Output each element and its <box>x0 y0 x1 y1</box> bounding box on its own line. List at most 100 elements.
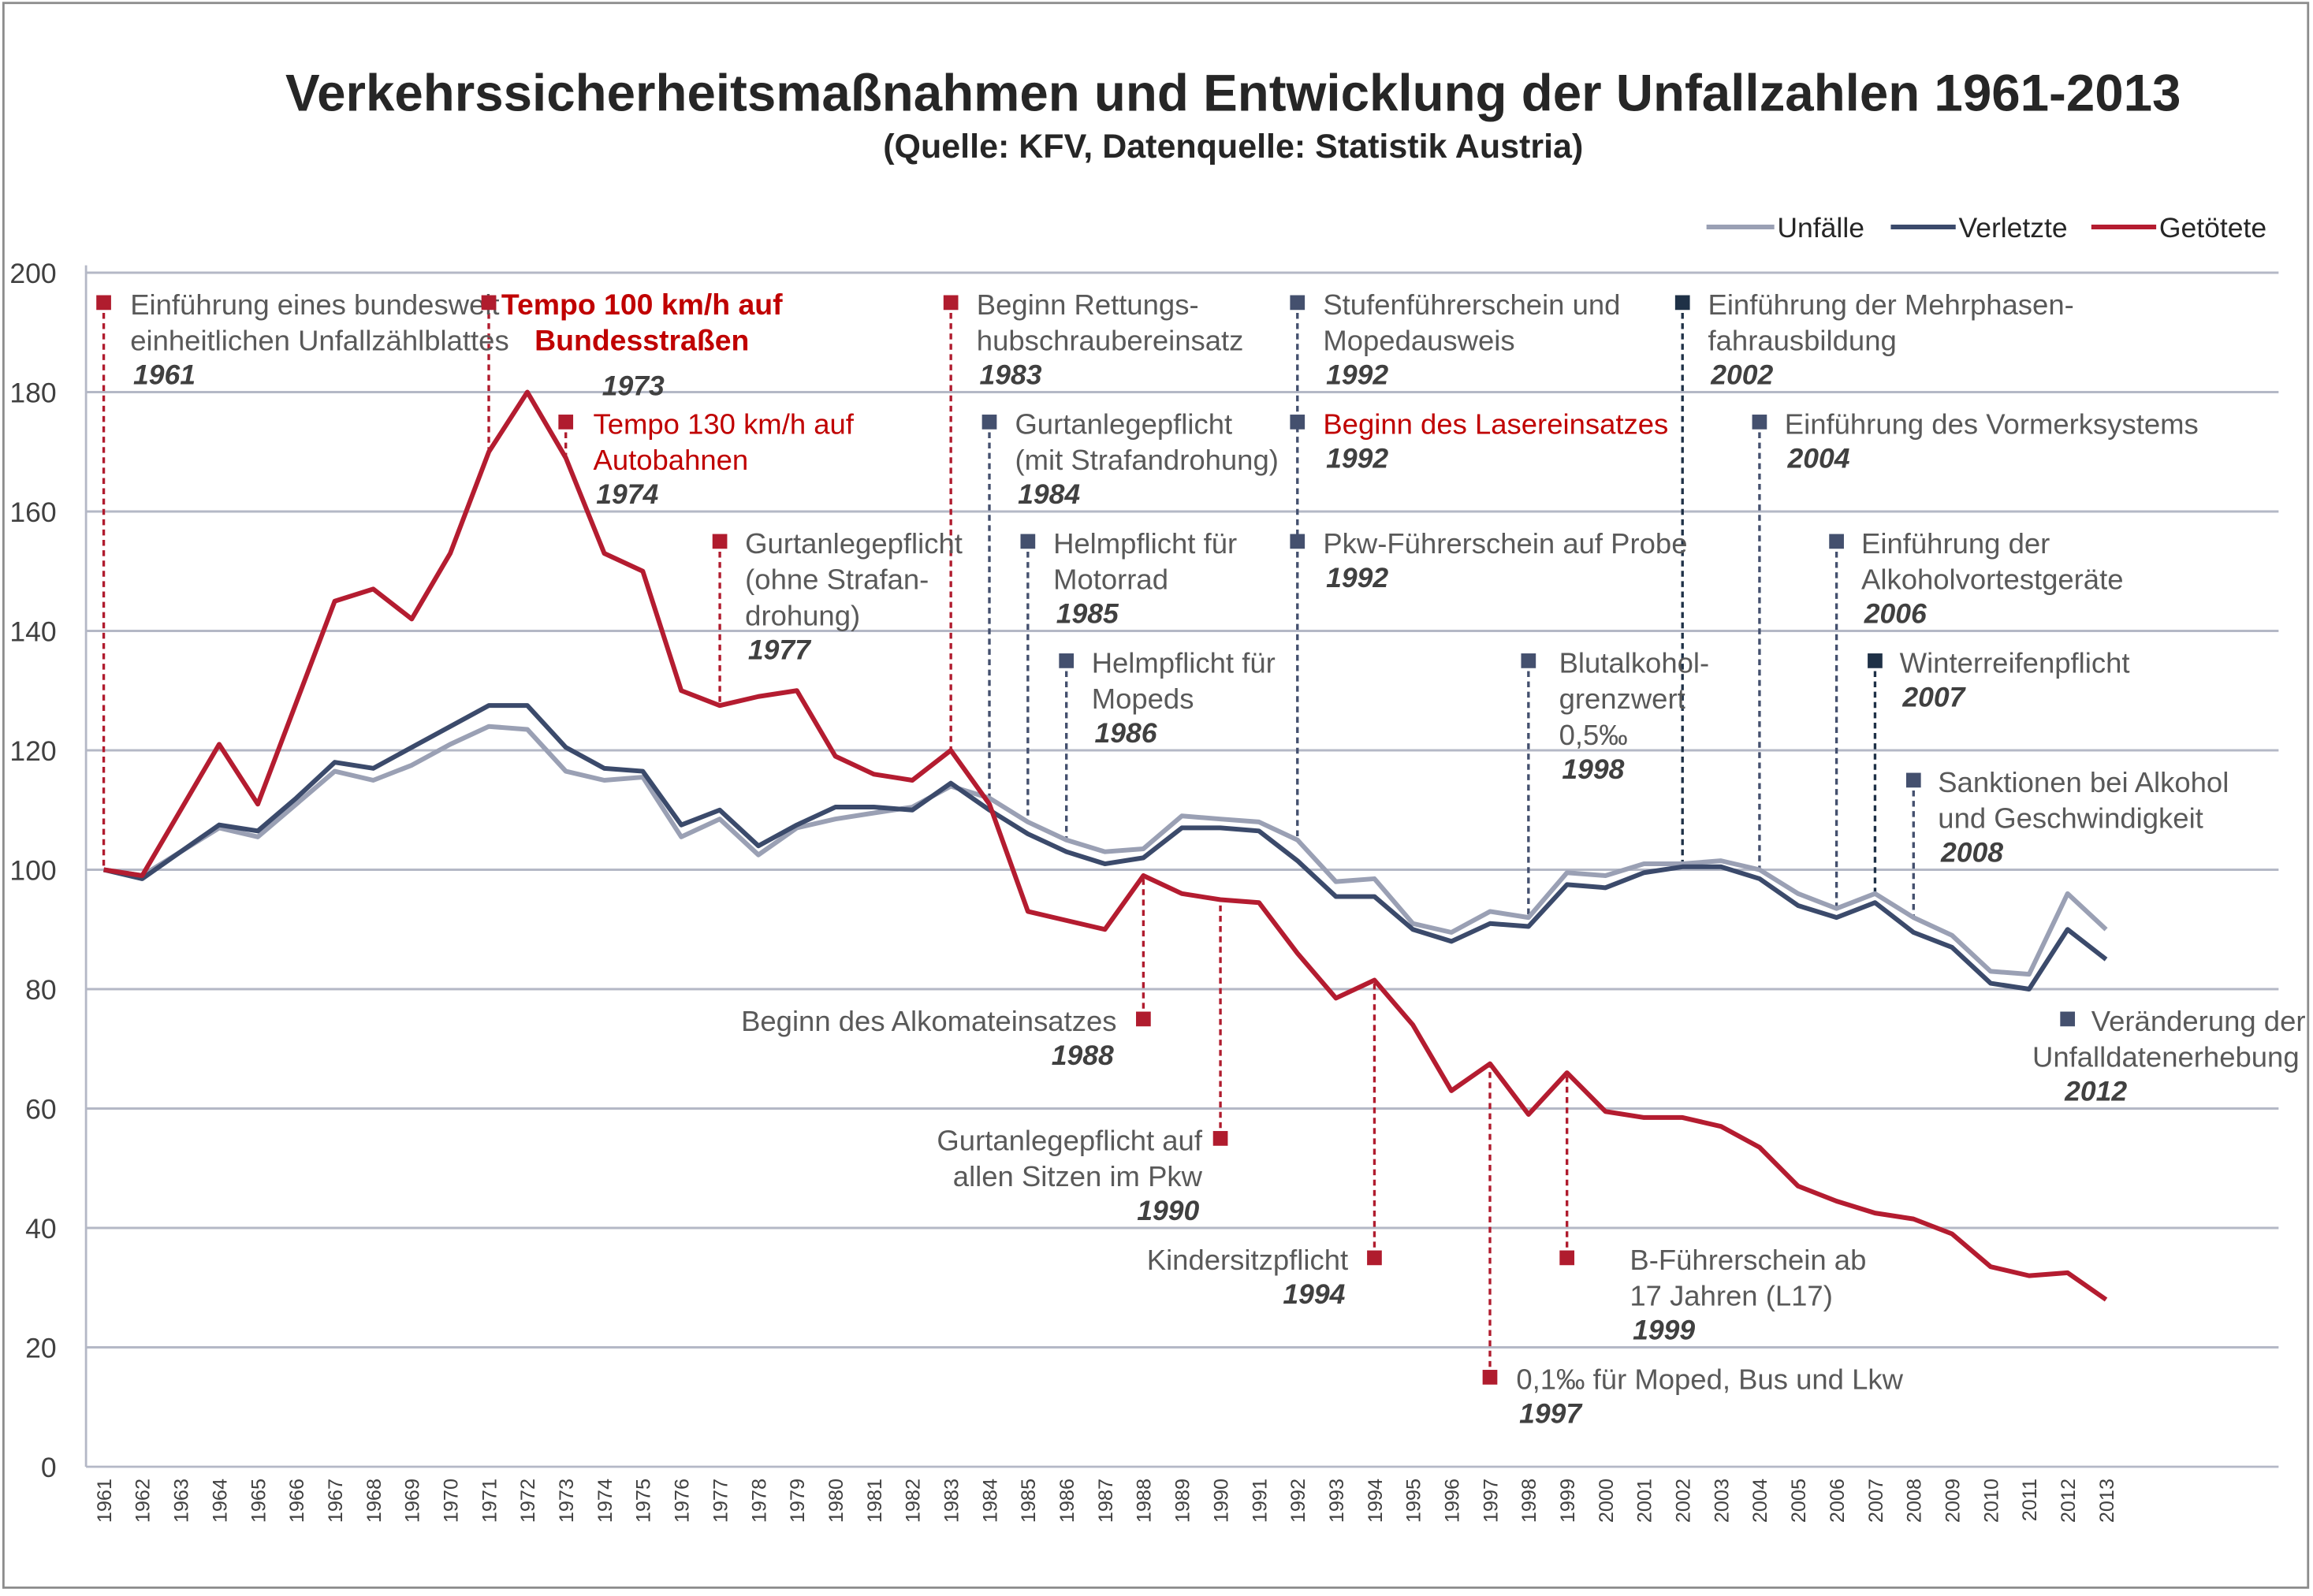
annotation-marker <box>1290 415 1305 430</box>
annotation-text: Pkw-Führerschein auf Probe <box>1323 527 1687 560</box>
annotation-year: 2007 <box>1901 681 1966 712</box>
annotation-year: 2008 <box>1940 837 2003 869</box>
annotation-text: Helmpflicht für <box>1092 646 1276 679</box>
x-tick-label: 1961 <box>94 1479 116 1523</box>
annotation-year: 1974 <box>596 478 658 510</box>
annotation-year: 2006 <box>1864 598 1927 630</box>
annotation-marker <box>1020 534 1035 549</box>
x-tick-label: 1962 <box>132 1479 155 1523</box>
legend-label: Unfälle <box>1777 212 1864 244</box>
annotation-text: Winterreifenpflicht <box>1900 646 2130 679</box>
annotation-marker <box>1136 1012 1151 1027</box>
y-tick-label: 160 <box>9 497 56 528</box>
x-tick-label: 1979 <box>787 1479 809 1523</box>
annotation-marker <box>1213 1131 1228 1146</box>
legend-label: Getötete <box>2159 212 2266 244</box>
x-tick-label: 1975 <box>633 1479 655 1523</box>
x-tick-label: 1966 <box>286 1479 308 1523</box>
annotation-text: Tempo 130 km/h auf <box>594 407 855 440</box>
x-tick-label: 1978 <box>748 1479 770 1523</box>
x-tick-label: 2004 <box>1749 1479 1771 1523</box>
annotation-text: Gurtanlegepflicht <box>745 527 963 560</box>
x-tick-label: 1985 <box>1018 1479 1040 1523</box>
annotation-year: 1994 <box>1283 1278 1345 1310</box>
annotation-marker <box>1868 653 1883 668</box>
x-tick-label: 1972 <box>517 1479 539 1523</box>
legend: Unfälle Verletzte Getötete <box>1707 212 2266 244</box>
annotation-marker <box>1675 296 1690 311</box>
annotation-year: 2002 <box>1710 359 1773 391</box>
annotation-text: Kindersitzpflicht <box>1147 1244 1348 1276</box>
x-tick-label: 1984 <box>979 1479 1001 1523</box>
y-tick-label: 60 <box>25 1094 57 1125</box>
annotation-text: Autobahnen <box>594 444 749 476</box>
x-tick-label: 1982 <box>903 1479 925 1523</box>
annotation-text: Mopeds <box>1092 683 1194 715</box>
x-tick-label: 1995 <box>1403 1479 1425 1523</box>
annotation-year: 1977 <box>748 634 812 666</box>
x-tick-label: 1969 <box>402 1479 424 1523</box>
annotation-text: Einführung der Mehrphasen- <box>1708 288 2074 321</box>
annotation-year: 2012 <box>2064 1076 2127 1107</box>
annotation-marker <box>1290 534 1305 549</box>
annotation-text: Gurtanlegepflicht auf <box>937 1124 1202 1156</box>
x-tick-label: 1990 <box>1210 1479 1232 1523</box>
legend-label: Verletzte <box>1958 212 2067 244</box>
annotation-text: Blutalkohol- <box>1559 646 1710 679</box>
x-tick-label: 2003 <box>1711 1479 1733 1523</box>
x-tick-label: 1967 <box>325 1479 347 1523</box>
annotation-marker <box>1906 773 1921 788</box>
x-tick-label: 2002 <box>1673 1479 1695 1523</box>
annotation-text: drohung) <box>745 600 860 632</box>
annotation-marker <box>1367 1251 1382 1266</box>
x-tick-label: 1999 <box>1557 1479 1579 1523</box>
annotation-text: Motorrad <box>1053 564 1168 596</box>
annotation-marker <box>1521 653 1536 668</box>
annotation-text: und Geschwindigkeit <box>1938 802 2203 835</box>
x-tick-label: 1976 <box>672 1479 694 1523</box>
annotation-marker <box>1483 1370 1498 1385</box>
x-tick-label: 1973 <box>556 1479 578 1523</box>
annotation-text: Einführung der <box>1861 527 2050 560</box>
annotation-year: 1985 <box>1056 598 1119 630</box>
annotation-year: 1998 <box>1562 753 1624 785</box>
x-tick-label: 1983 <box>941 1479 963 1523</box>
annotation-marker <box>713 534 728 549</box>
x-tick-label: 1991 <box>1249 1479 1271 1523</box>
annotation-text: Einführung eines bundesweit <box>130 288 499 321</box>
x-tick-label: 2000 <box>1596 1479 1618 1523</box>
annotation-text: hubschraubereinsatz <box>977 325 1244 357</box>
annotation-text: allen Sitzen im Pkw <box>953 1160 1203 1192</box>
x-tick-label: 1963 <box>171 1479 193 1523</box>
annotation-text: Alkoholvortestgeräte <box>1861 564 2123 596</box>
x-tick-label: 1993 <box>1326 1479 1348 1523</box>
annotation-text: Veränderung der <box>2091 1005 2306 1037</box>
x-tick-label: 1986 <box>1056 1479 1078 1523</box>
annotation-year: 1992 <box>1326 359 1388 391</box>
annotation-text: 0,1‰ für Moped, Bus und Lkw <box>1516 1363 1903 1395</box>
y-tick-label: 0 <box>41 1452 57 1483</box>
x-tick-label: 1992 <box>1287 1479 1309 1523</box>
annotation-marker <box>558 415 573 430</box>
annotation-marker <box>2060 1012 2075 1027</box>
annotation-year: 1992 <box>1326 442 1388 474</box>
annotation-text: Tempo 100 km/h auf <box>501 288 783 321</box>
x-tick-label: 2006 <box>1827 1479 1849 1523</box>
x-tick-label: 1997 <box>1480 1479 1502 1523</box>
y-tick-label: 40 <box>25 1213 57 1244</box>
annotation-text: fahrausbildung <box>1708 325 1897 357</box>
annotation-marker <box>1290 296 1305 311</box>
annotation-text: B-Führerschein ab <box>1630 1244 1866 1276</box>
x-tick-label: 2010 <box>1980 1479 2002 1523</box>
annotation-text: Beginn Rettungs- <box>977 288 1199 321</box>
x-tick-label: 1998 <box>1518 1479 1540 1523</box>
annotation-year: 1997 <box>1519 1397 1583 1429</box>
annotation-year: 2004 <box>1787 442 1850 474</box>
x-tick-label: 1996 <box>1441 1479 1463 1523</box>
annotation-text: Mopedausweis <box>1323 325 1514 357</box>
x-tick-label: 1988 <box>1134 1479 1156 1523</box>
y-tick-label: 20 <box>25 1333 57 1364</box>
annotation-year: 1992 <box>1326 562 1388 593</box>
y-tick-label: 100 <box>9 855 56 887</box>
